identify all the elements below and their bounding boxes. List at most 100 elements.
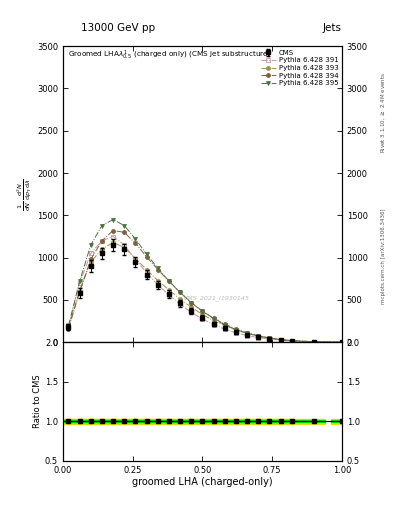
Pythia 6.428 394 (111, 227, 116, 233)
Bar (136, 419, 158, 423)
Pythia 6.428 393 (167, 287, 171, 293)
Bar (258, 419, 281, 423)
Pythia 6.428 393 (189, 304, 194, 310)
Bar (213, 419, 236, 423)
Line: Pythia 6.428 393: Pythia 6.428 393 (66, 241, 344, 344)
Text: Jets: Jets (323, 23, 342, 33)
Bar (169, 419, 191, 423)
Pythia 6.428 393 (200, 311, 205, 317)
Pythia 6.428 395 (289, 338, 294, 344)
Bar (269, 419, 292, 423)
Bar (169, 420, 191, 422)
Pythia 6.428 393 (256, 333, 261, 339)
Pythia 6.428 394 (122, 229, 127, 236)
Bar (147, 420, 169, 422)
Pythia 6.428 393 (66, 325, 71, 331)
Pythia 6.428 391 (278, 337, 283, 344)
Pythia 6.428 393 (178, 296, 182, 302)
Pythia 6.428 394 (66, 326, 71, 332)
Pythia 6.428 393 (144, 266, 149, 272)
Pythia 6.428 391 (289, 338, 294, 344)
Pythia 6.428 395 (211, 316, 216, 322)
Pythia 6.428 395 (88, 242, 93, 248)
Pythia 6.428 395 (233, 327, 238, 333)
Pythia 6.428 395 (133, 236, 138, 242)
Y-axis label: $\frac{1}{\mathrm{d}N}\,\frac{\mathrm{d}^2 N}{\mathrm{d}p_{\mathrm{T}}\,\mathrm{: $\frac{1}{\mathrm{d}N}\,\frac{\mathrm{d}… (16, 178, 34, 210)
Pythia 6.428 395 (144, 251, 149, 258)
Pythia 6.428 391 (99, 238, 104, 244)
Bar (258, 420, 281, 422)
Bar (68, 420, 91, 422)
Pythia 6.428 394 (289, 337, 294, 344)
Pythia 6.428 395 (256, 333, 261, 339)
Bar (80, 420, 102, 422)
Bar (102, 420, 124, 422)
Pythia 6.428 393 (233, 327, 238, 333)
Pythia 6.428 394 (200, 308, 205, 314)
Pythia 6.428 394 (211, 315, 216, 321)
Bar (331, 420, 353, 422)
Bar (180, 420, 202, 422)
Bar (225, 420, 247, 422)
Bar (236, 420, 258, 422)
X-axis label: groomed LHA (charged-only): groomed LHA (charged-only) (132, 477, 273, 487)
Pythia 6.428 395 (111, 217, 116, 223)
Bar (191, 419, 213, 423)
Bar (57, 420, 80, 422)
Bar (124, 420, 147, 422)
Bar (113, 419, 136, 423)
Bar (91, 419, 113, 423)
Pythia 6.428 391 (88, 250, 93, 257)
Pythia 6.428 391 (178, 301, 182, 307)
Pythia 6.428 391 (312, 339, 316, 345)
Pythia 6.428 393 (211, 317, 216, 324)
Pythia 6.428 391 (211, 322, 216, 328)
Bar (269, 420, 292, 422)
Pythia 6.428 391 (189, 309, 194, 315)
Pythia 6.428 395 (200, 308, 205, 314)
Pythia 6.428 391 (133, 257, 138, 263)
Bar (191, 420, 213, 422)
Pythia 6.428 395 (340, 339, 344, 345)
Bar (225, 419, 247, 423)
Pythia 6.428 391 (155, 282, 160, 288)
Pythia 6.428 391 (66, 323, 71, 329)
Bar (331, 419, 353, 423)
Pythia 6.428 394 (340, 339, 344, 345)
Pythia 6.428 391 (222, 326, 227, 332)
Bar (147, 419, 169, 423)
Pythia 6.428 391 (111, 233, 116, 240)
Bar (247, 420, 269, 422)
Bar (247, 419, 269, 423)
Pythia 6.428 394 (77, 288, 82, 294)
Pythia 6.428 394 (222, 321, 227, 327)
Pythia 6.428 391 (267, 336, 272, 342)
Pythia 6.428 393 (99, 246, 104, 252)
Line: Pythia 6.428 394: Pythia 6.428 394 (66, 229, 344, 344)
Pythia 6.428 391 (77, 280, 82, 286)
Pythia 6.428 395 (278, 337, 283, 343)
Pythia 6.428 395 (189, 300, 194, 306)
Pythia 6.428 394 (256, 333, 261, 339)
Pythia 6.428 391 (256, 334, 261, 340)
Text: Rivet 3.1.10, $\geq$ 2.4M events: Rivet 3.1.10, $\geq$ 2.4M events (379, 72, 387, 153)
Pythia 6.428 395 (77, 279, 82, 285)
Pythia 6.428 394 (167, 279, 171, 285)
Bar (213, 420, 236, 422)
Bar (80, 419, 102, 423)
Bar (158, 420, 180, 422)
Pythia 6.428 395 (167, 278, 171, 284)
Pythia 6.428 393 (77, 288, 82, 294)
Bar (158, 419, 180, 423)
Pythia 6.428 394 (178, 289, 182, 295)
Pythia 6.428 394 (233, 326, 238, 332)
Pythia 6.428 393 (267, 335, 272, 341)
Line: Pythia 6.428 395: Pythia 6.428 395 (66, 218, 344, 344)
Pythia 6.428 395 (66, 323, 71, 329)
Pythia 6.428 391 (340, 339, 344, 345)
Y-axis label: Ratio to CMS: Ratio to CMS (33, 375, 42, 429)
Pythia 6.428 393 (278, 336, 283, 343)
Pythia 6.428 395 (122, 222, 127, 228)
Bar (136, 420, 158, 422)
Bar (202, 420, 225, 422)
